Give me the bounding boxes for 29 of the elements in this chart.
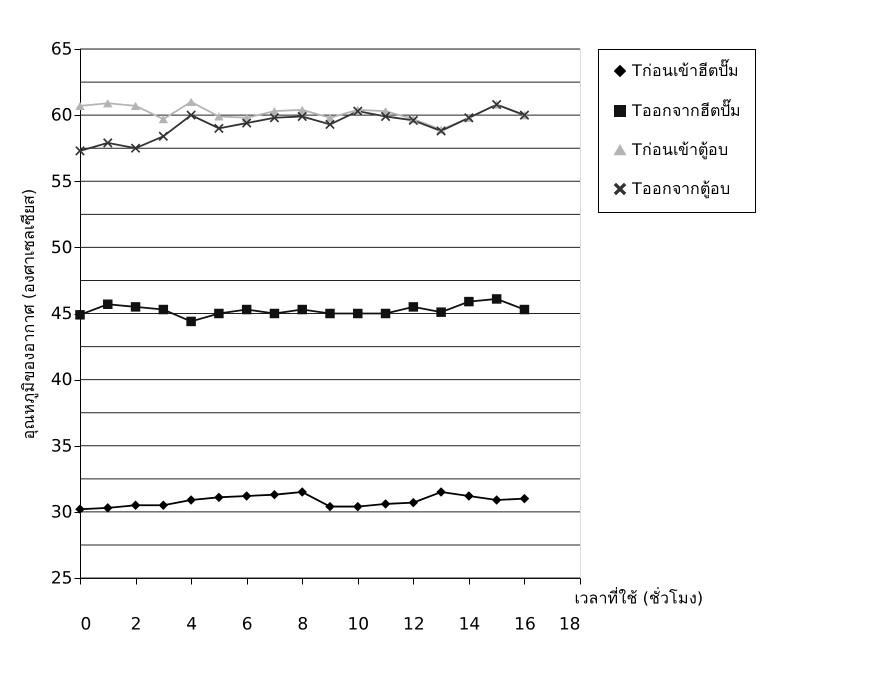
x-tick-label: 12 bbox=[403, 614, 425, 634]
x-axis-title: เวลาที่ใช้ (ชั่วโมง) bbox=[574, 586, 704, 608]
point bbox=[130, 500, 140, 510]
x-tick-label: 14 bbox=[458, 614, 480, 634]
x-tick-label: 16 bbox=[514, 614, 536, 634]
y-tick-label: 35 bbox=[50, 436, 72, 456]
y-tick-label: 55 bbox=[50, 172, 72, 192]
y-tick-label: 50 bbox=[50, 238, 72, 258]
y-tick-label: 65 bbox=[50, 40, 72, 60]
y-tick-label: 30 bbox=[50, 502, 72, 522]
y-tick-label: 25 bbox=[50, 568, 72, 588]
legend-label: Tออกจากฮีตปั๊ม bbox=[631, 99, 741, 120]
x-tick-label: 2 bbox=[130, 614, 142, 634]
x-tick-label: 8 bbox=[297, 614, 308, 634]
y-axis-title: อุณหภูมิของอากาศ (องศาเซลเซียส) bbox=[18, 188, 39, 440]
x-tick-label: 6 bbox=[242, 614, 253, 634]
x-tick-label: 4 bbox=[186, 614, 198, 634]
y-tick-label: 60 bbox=[50, 106, 72, 126]
point bbox=[75, 504, 85, 514]
legend-label: Tออกจากตู้อบ bbox=[631, 179, 730, 199]
y-tick-label: 45 bbox=[50, 304, 72, 324]
point bbox=[270, 113, 280, 123]
x-tick-label: 0 bbox=[80, 614, 92, 634]
y-tick-label: 40 bbox=[50, 370, 72, 390]
x-tick-label: 10 bbox=[347, 614, 370, 634]
legend-label: Tก่อนเข้าตู้อบ bbox=[631, 140, 728, 160]
legend-label: Tก่อนเข้าฮีตปั๊ม bbox=[631, 59, 739, 80]
x-tick-label: 18 bbox=[558, 614, 580, 634]
point bbox=[158, 500, 168, 510]
